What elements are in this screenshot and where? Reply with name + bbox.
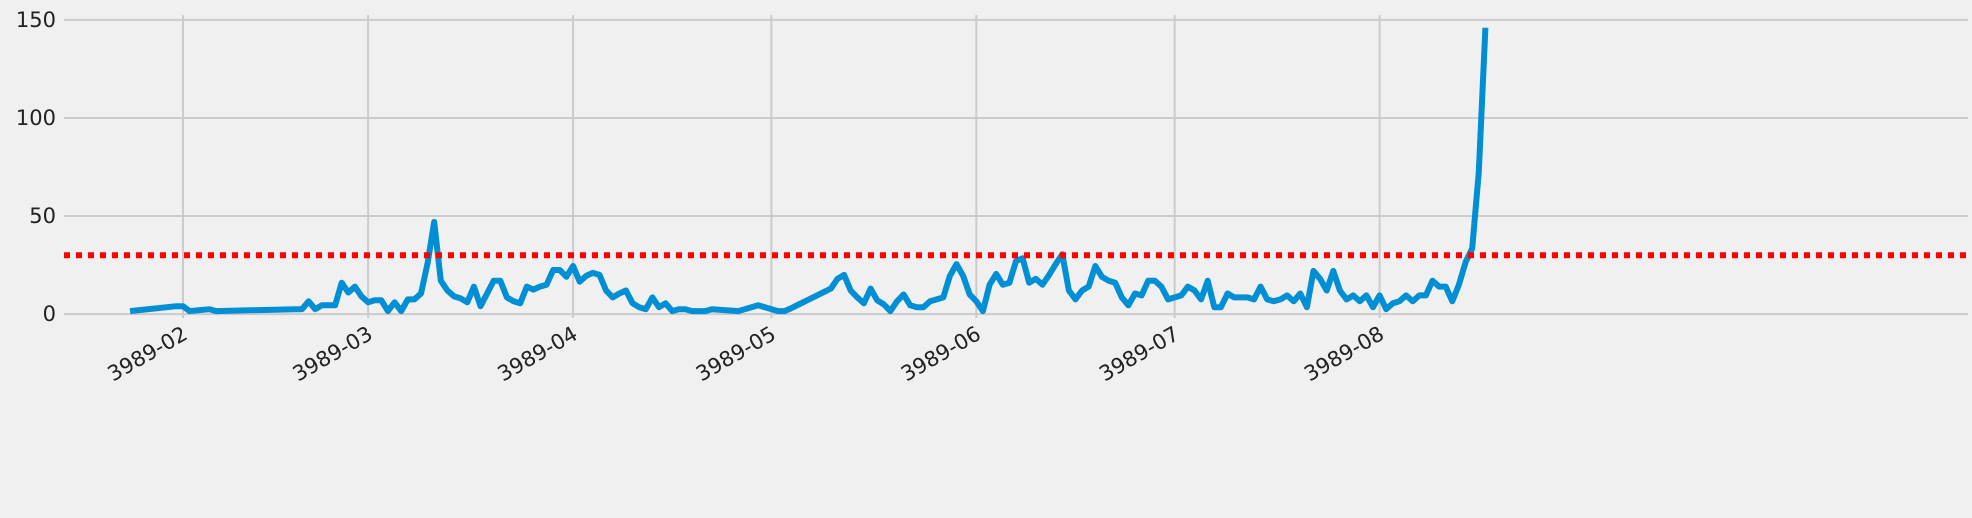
data-line bbox=[129, 27, 1489, 315]
x-tick-label: 3989-06 bbox=[897, 322, 985, 387]
x-tick-label: 3989-03 bbox=[289, 322, 377, 387]
x-tick-label: 3989-08 bbox=[1300, 322, 1388, 387]
y-tick-label: 50 bbox=[29, 204, 56, 228]
x-tick-label: 3989-04 bbox=[494, 322, 582, 387]
x-tick-label: 3989-02 bbox=[104, 322, 192, 387]
y-tick-label: 150 bbox=[16, 8, 56, 32]
x-tick-label: 3989-05 bbox=[692, 322, 780, 387]
y-tick-label: 100 bbox=[16, 106, 56, 130]
x-tick-label: 3989-07 bbox=[1095, 322, 1183, 387]
y-tick-label: 0 bbox=[43, 302, 56, 326]
